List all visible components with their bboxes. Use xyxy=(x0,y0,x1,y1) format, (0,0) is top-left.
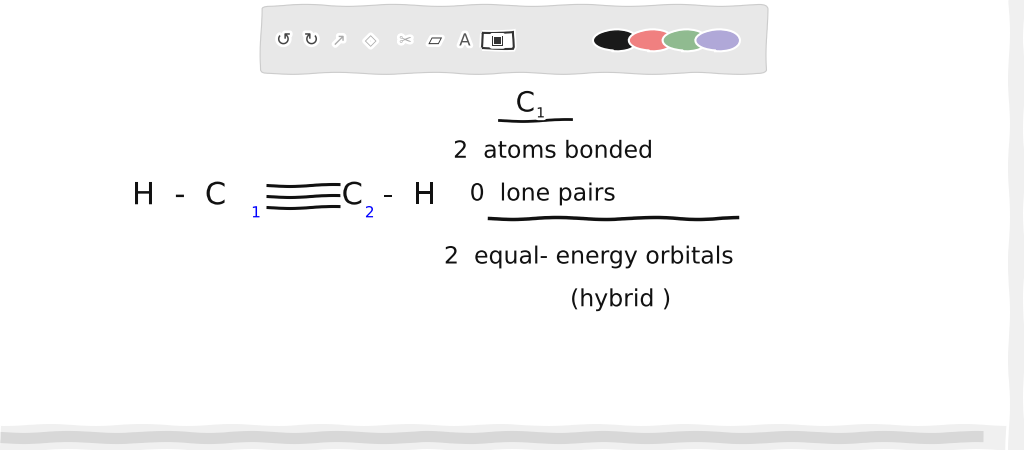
Bar xyxy=(0,425,1024,450)
Text: 1: 1 xyxy=(537,106,545,121)
FancyBboxPatch shape xyxy=(261,5,767,73)
Text: ▣: ▣ xyxy=(492,33,504,48)
Text: 0  lone pairs: 0 lone pairs xyxy=(470,181,615,206)
Text: ◇: ◇ xyxy=(365,33,377,48)
FancyBboxPatch shape xyxy=(482,32,513,48)
Circle shape xyxy=(696,32,737,50)
Text: 1: 1 xyxy=(251,205,261,220)
Text: ▱: ▱ xyxy=(428,32,442,50)
Text: ↻: ↻ xyxy=(304,32,318,50)
Text: -  H: - H xyxy=(383,181,436,210)
Circle shape xyxy=(594,32,635,50)
Circle shape xyxy=(630,32,671,50)
Text: 2: 2 xyxy=(365,205,375,220)
Text: 2  equal- energy orbitals: 2 equal- energy orbitals xyxy=(444,244,733,269)
Text: ↺: ↺ xyxy=(276,32,291,50)
Bar xyxy=(1009,0,1024,450)
Circle shape xyxy=(664,32,705,50)
Text: 2  atoms bonded: 2 atoms bonded xyxy=(454,139,652,163)
Text: C: C xyxy=(342,181,362,210)
Text: ↗: ↗ xyxy=(332,32,346,50)
Text: (hybrid ): (hybrid ) xyxy=(570,287,671,311)
Text: C: C xyxy=(516,90,535,117)
Text: ✂: ✂ xyxy=(399,33,412,48)
Text: A: A xyxy=(459,32,471,50)
Text: H  -  C: H - C xyxy=(132,181,226,210)
